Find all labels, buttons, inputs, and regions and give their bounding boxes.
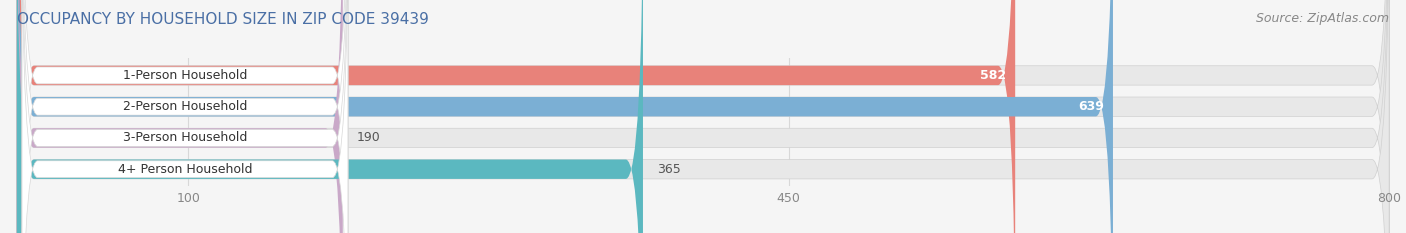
FancyBboxPatch shape	[22, 0, 347, 233]
FancyBboxPatch shape	[17, 0, 343, 233]
Text: 1-Person Household: 1-Person Household	[122, 69, 247, 82]
FancyBboxPatch shape	[17, 0, 643, 233]
FancyBboxPatch shape	[22, 0, 347, 233]
FancyBboxPatch shape	[17, 0, 1389, 233]
Text: OCCUPANCY BY HOUSEHOLD SIZE IN ZIP CODE 39439: OCCUPANCY BY HOUSEHOLD SIZE IN ZIP CODE …	[17, 12, 429, 27]
Text: 2-Person Household: 2-Person Household	[122, 100, 247, 113]
FancyBboxPatch shape	[17, 0, 1015, 233]
Text: Source: ZipAtlas.com: Source: ZipAtlas.com	[1256, 12, 1389, 25]
FancyBboxPatch shape	[17, 0, 1389, 233]
Text: 582: 582	[980, 69, 1007, 82]
Text: 3-Person Household: 3-Person Household	[122, 131, 247, 144]
FancyBboxPatch shape	[17, 0, 1389, 233]
FancyBboxPatch shape	[17, 0, 1389, 233]
Text: 190: 190	[357, 131, 380, 144]
FancyBboxPatch shape	[17, 0, 1114, 233]
FancyBboxPatch shape	[22, 0, 347, 233]
FancyBboxPatch shape	[22, 0, 347, 233]
Text: 639: 639	[1078, 100, 1104, 113]
Text: 4+ Person Household: 4+ Person Household	[118, 163, 252, 176]
Text: 365: 365	[657, 163, 681, 176]
